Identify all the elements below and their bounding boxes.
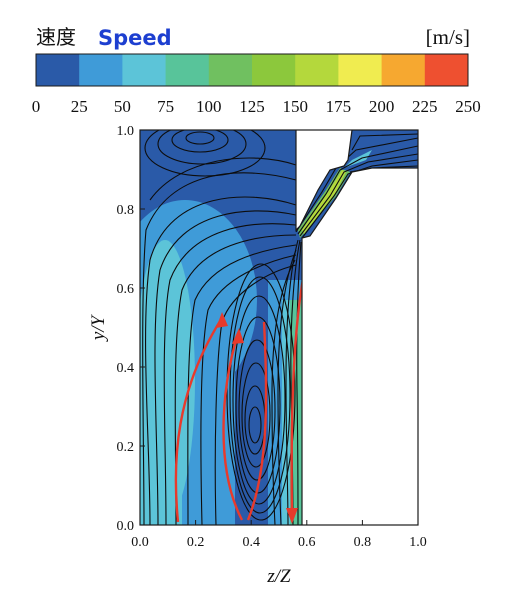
colorbar-frame [35, 53, 469, 87]
colorbar-segment [79, 54, 123, 86]
colorbar-segment [208, 54, 253, 86]
colorbar [35, 53, 469, 87]
flow-direction-arrows [174, 241, 314, 523]
y-tick-label: 0.0 [117, 519, 135, 534]
colorbar-ticks: 0 25 50 75 100 125 150 175 200 225 250 [32, 97, 481, 116]
x-axis-label: z/Z [266, 566, 291, 587]
x-tick-label: 0.6 [298, 535, 316, 550]
colorbar-segment [122, 54, 167, 86]
plot-frame [139, 129, 419, 526]
y-axis-ticks: 0.0 0.2 0.4 0.6 0.8 1.0 [117, 124, 145, 534]
y-tick-label: 0.4 [117, 361, 135, 376]
x-tick-label: 0.4 [242, 535, 260, 550]
x-tick-label: 0.2 [187, 535, 205, 550]
title-english: Speed [98, 26, 172, 50]
colorbar-tick-label: 75 [157, 97, 174, 116]
y-tick-label: 1.0 [117, 124, 135, 139]
colorbar-tick-label: 175 [326, 97, 352, 116]
y-axis-label: y/Y [88, 313, 109, 342]
colorbar-tick-label: 225 [412, 97, 438, 116]
colorbar-tick-label: 200 [369, 97, 395, 116]
colorbar-segment [338, 54, 383, 86]
title-japanese: 速度 [36, 25, 76, 49]
colorbar-segment [36, 54, 80, 86]
y-tick-label: 0.6 [117, 282, 135, 297]
x-axis-ticks: 0.0 0.2 0.4 0.6 0.8 1.0 [131, 520, 427, 550]
colorbar-tick-label: 125 [239, 97, 265, 116]
colorbar-tick-label: 0 [32, 97, 41, 116]
y-tick-label: 0.8 [117, 203, 135, 218]
plot-area [139, 129, 419, 526]
unit-label: [m/s] [426, 25, 470, 49]
speed-field [140, 130, 418, 525]
colorbar-tick-label: 25 [71, 97, 88, 116]
domain-outline [295, 129, 418, 525]
colorbar-tick-label: 100 [196, 97, 222, 116]
colorbar-tick-label: 50 [114, 97, 131, 116]
arrow-heads [216, 312, 298, 524]
colorbar-segment [381, 54, 426, 86]
colorbar-segment [165, 54, 210, 86]
x-tick-label: 0.0 [131, 535, 149, 550]
colorbar-tick-label: 250 [455, 97, 481, 116]
colorbar-segment [424, 54, 469, 86]
colorbar-tick-label: 150 [282, 97, 308, 116]
colorbar-segment [252, 54, 296, 86]
x-tick-label: 1.0 [409, 535, 427, 550]
colorbar-segment [295, 54, 339, 86]
y-tick-label: 0.2 [117, 440, 135, 455]
x-tick-label: 0.8 [354, 535, 372, 550]
